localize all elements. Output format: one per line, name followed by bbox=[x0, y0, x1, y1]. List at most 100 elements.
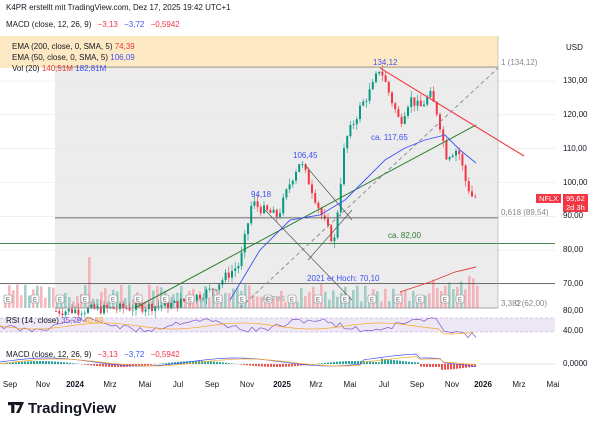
x-tick-label: Mai bbox=[343, 380, 357, 389]
volume-bar bbox=[248, 285, 251, 308]
candle bbox=[269, 209, 272, 213]
volume-bar bbox=[284, 301, 287, 308]
x-tick-label: Sep bbox=[204, 380, 220, 389]
candle bbox=[464, 165, 467, 182]
volume-bar bbox=[380, 301, 383, 308]
earnings-marker-label: E bbox=[370, 298, 374, 304]
earnings-marker-label: E bbox=[136, 298, 140, 304]
macd-hist bbox=[66, 362, 68, 364]
macd-hist bbox=[447, 364, 449, 370]
volume-bar bbox=[424, 295, 427, 308]
macd-hist bbox=[408, 361, 410, 364]
macd-hist bbox=[432, 364, 434, 367]
macd-hist bbox=[249, 364, 251, 366]
macd-hist bbox=[240, 364, 242, 365]
candle bbox=[419, 100, 422, 107]
y-tick-label: 70,00 bbox=[563, 279, 584, 288]
macd-hist bbox=[222, 362, 224, 364]
candle bbox=[394, 103, 397, 110]
volume-bar bbox=[412, 291, 415, 308]
volume-bar bbox=[276, 297, 279, 308]
macd-pane bbox=[0, 353, 555, 370]
volume-bar bbox=[280, 290, 283, 308]
volume-bar bbox=[404, 290, 407, 308]
candle bbox=[167, 301, 169, 309]
macd-hist bbox=[201, 361, 203, 364]
legend-vol-label: Vol (20) bbox=[12, 64, 40, 73]
annot-fib618: 0,618 (89,54) bbox=[501, 208, 549, 217]
candle bbox=[352, 124, 355, 126]
volume-bar bbox=[144, 301, 147, 308]
legend-ema200-label: EMA (200, close, 0, SMA, 5) bbox=[12, 42, 113, 51]
candle bbox=[202, 298, 205, 300]
candle bbox=[384, 75, 387, 82]
volume-bar bbox=[472, 278, 475, 308]
earnings-marker-label: E bbox=[83, 298, 87, 304]
volume-bar bbox=[464, 289, 467, 308]
earnings-marker-label: E bbox=[58, 298, 62, 304]
candle bbox=[403, 115, 406, 124]
earnings-marker-label: E bbox=[316, 298, 320, 304]
volume-bar bbox=[428, 293, 431, 308]
candle bbox=[397, 109, 400, 117]
volume-bar bbox=[348, 296, 351, 308]
macd-hist bbox=[381, 358, 383, 364]
candle bbox=[83, 312, 86, 314]
candle bbox=[109, 307, 112, 308]
volume-bar bbox=[296, 301, 299, 308]
earnings-marker-label: E bbox=[266, 298, 270, 304]
candle bbox=[58, 311, 61, 314]
macd-hist bbox=[117, 364, 119, 367]
macd-hist bbox=[459, 364, 461, 369]
macd-hist bbox=[48, 361, 50, 364]
earnings-marker bbox=[393, 294, 403, 304]
macd-hist bbox=[99, 364, 101, 367]
volume-bar bbox=[52, 287, 55, 308]
volume-bar bbox=[256, 296, 259, 308]
earnings-marker bbox=[237, 294, 247, 304]
macd-bottom-label: MACD (close, 12, 26, 9) bbox=[6, 350, 92, 359]
volume-bar bbox=[268, 300, 271, 308]
macd-hist bbox=[306, 364, 308, 365]
macd-hist bbox=[276, 364, 278, 367]
volume-bar bbox=[176, 292, 179, 308]
earnings-marker bbox=[340, 294, 350, 304]
earnings-marker bbox=[263, 294, 273, 304]
macd-bottom-v3: −0,5942 bbox=[150, 350, 180, 359]
rsi-tick-label: 80,00 bbox=[563, 306, 584, 315]
macd-hist bbox=[441, 364, 443, 370]
y-tick-label: 80,00 bbox=[563, 245, 584, 255]
candle bbox=[218, 284, 221, 290]
macd-hist bbox=[444, 364, 446, 370]
candle bbox=[423, 104, 425, 107]
macd-hist bbox=[366, 361, 368, 364]
macd-hist bbox=[321, 363, 323, 364]
volume-bar bbox=[20, 295, 23, 308]
candle bbox=[474, 196, 477, 198]
candle bbox=[416, 100, 419, 106]
candle bbox=[179, 298, 182, 308]
macd-hist bbox=[90, 364, 92, 366]
macd-hist bbox=[354, 361, 356, 364]
annot-fib0: 0 (62,00) bbox=[515, 299, 548, 308]
earnings-marker bbox=[455, 294, 465, 304]
candle bbox=[362, 101, 365, 106]
candle bbox=[61, 313, 64, 316]
volume-bar bbox=[76, 296, 79, 308]
candle bbox=[195, 294, 198, 301]
volume-bar bbox=[228, 293, 231, 308]
candle bbox=[71, 308, 73, 313]
volume-bar bbox=[316, 298, 319, 308]
candle bbox=[336, 212, 339, 238]
macd-hist bbox=[231, 363, 233, 364]
volume-bar bbox=[60, 300, 63, 308]
macd-hist bbox=[450, 364, 452, 370]
candle bbox=[320, 208, 323, 216]
candle bbox=[160, 305, 163, 307]
watermark-text: ANTBS bbox=[262, 296, 286, 303]
candle bbox=[323, 215, 326, 219]
volume-bar bbox=[116, 291, 119, 308]
candle bbox=[163, 301, 166, 306]
macd-hist bbox=[210, 361, 212, 364]
